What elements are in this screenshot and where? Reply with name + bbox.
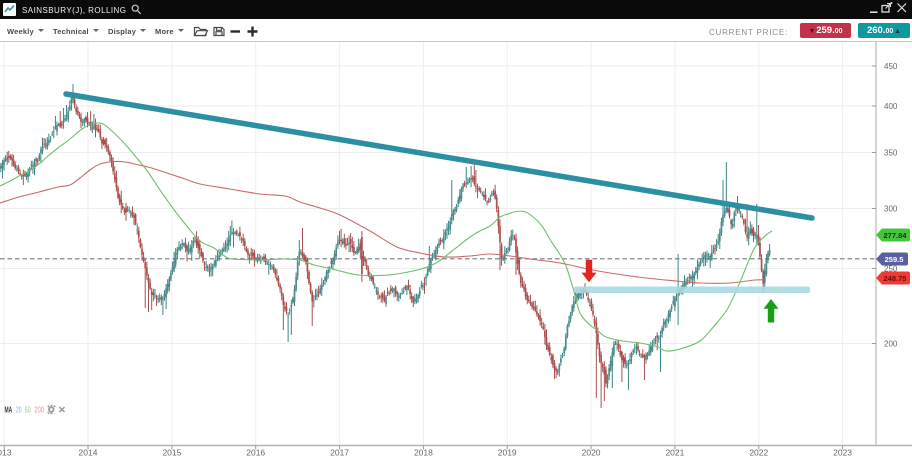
svg-text:2016: 2016 [246,447,265,457]
svg-text:2015: 2015 [162,447,181,457]
svg-text:2019: 2019 [498,447,517,457]
svg-text:2017: 2017 [330,447,349,457]
svg-text:350: 350 [884,148,898,157]
svg-text:250: 250 [884,264,898,273]
svg-text:259.5: 259.5 [885,255,904,264]
svg-text:277.84: 277.84 [884,231,908,240]
svg-text:2014: 2014 [79,447,98,457]
svg-text:2022: 2022 [749,447,768,457]
svg-text:2021: 2021 [665,447,684,457]
svg-text:20: 20 [16,405,22,415]
svg-text:2023: 2023 [833,447,852,457]
svg-text:400: 400 [884,102,898,111]
svg-text:300: 300 [884,204,898,213]
svg-text:450: 450 [884,62,898,71]
svg-text:2018: 2018 [414,447,433,457]
svg-text:2020: 2020 [582,447,601,457]
svg-text:200: 200 [884,339,898,348]
svg-text:248.75: 248.75 [884,274,907,283]
svg-text:MA: MA [5,405,13,415]
svg-text:200: 200 [35,405,44,415]
svg-text:50: 50 [25,405,31,415]
svg-text:2013: 2013 [0,447,12,457]
